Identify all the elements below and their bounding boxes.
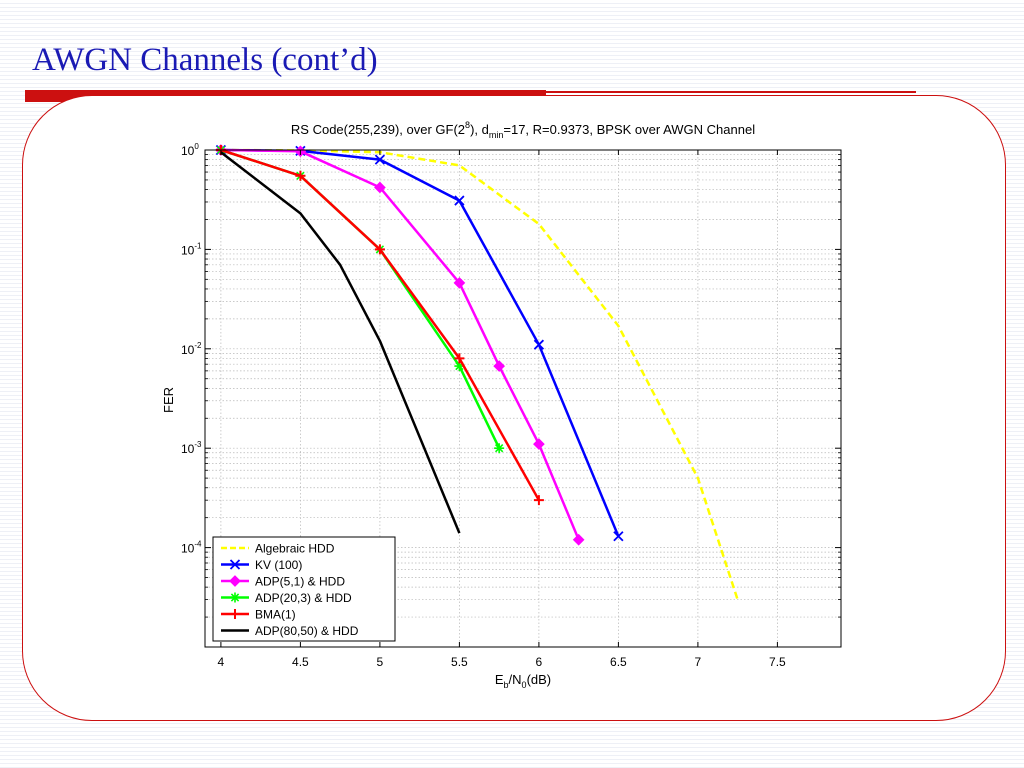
x-tick-label: 6.5: [610, 655, 627, 669]
data-point: [454, 361, 465, 372]
x-tick-label: 4.5: [292, 655, 309, 669]
slide-title: AWGN Channels (cont’d): [32, 42, 378, 78]
legend-entry: KV (100): [221, 558, 302, 572]
x-ticks: 4 4.5 5 5.5 6 6.5 7 7.5: [218, 150, 786, 669]
legend-label: Algebraic HDD: [255, 542, 335, 556]
y-tick-label: 10-1: [181, 241, 202, 257]
data-point: [533, 495, 544, 506]
legend-entry: ADP(5,1) & HDD: [221, 575, 345, 589]
legend-label: ADP(5,1) & HDD: [255, 575, 345, 589]
title-part-mid: ), d: [470, 122, 489, 137]
legend: Algebraic HDD KV (100) ADP(5,1) & HDD ADP(2…: [212, 536, 396, 642]
data-point: [374, 244, 385, 255]
legend-box: [212, 536, 396, 642]
grid: [205, 150, 841, 648]
legend-entry: ADP(80,50) & HDD: [221, 624, 359, 638]
data-point: [533, 339, 545, 350]
legend-label: BMA(1): [255, 608, 296, 622]
series-6: [220, 151, 461, 534]
title-part-sup: 8: [465, 120, 470, 130]
chart-title: RS Code(255,239), over GF(28), dmin=17, …: [291, 120, 755, 140]
legend-entry: ADP(20,3) & HDD: [221, 591, 352, 605]
legend-entry: BMA(1): [221, 608, 296, 622]
data-point: [454, 353, 465, 364]
data-point: [295, 170, 306, 181]
x-tick-label: 5.5: [451, 655, 468, 669]
data-point: [572, 533, 585, 546]
x-tick-label: 4: [218, 655, 225, 669]
series-line: [220, 148, 739, 600]
data-point: [494, 443, 505, 454]
data-point: [453, 277, 466, 289]
x-tick-label: 7.5: [769, 655, 786, 669]
y-tick-label: 100: [181, 142, 199, 158]
legend-label: ADP(80,50) & HDD: [255, 624, 359, 638]
legend-entry: Algebraic HDD: [221, 542, 335, 556]
legend-marker: [229, 559, 241, 570]
x-tick-label: 5: [377, 655, 384, 669]
data-point: [454, 195, 465, 206]
y-tick-label: 10-4: [181, 540, 202, 556]
x-tick-label: 7: [695, 655, 702, 669]
x-axis-label: Eb/N0(dB): [495, 672, 551, 690]
y-tick-label: 10-2: [181, 341, 202, 357]
series-line: [220, 151, 461, 534]
title-part-post: =17, R=0.9373, BPSK over AWGN Channel: [503, 122, 755, 137]
legend-marker: [230, 609, 240, 619]
legend-label: ADP(20,3) & HDD: [255, 591, 352, 605]
title-part-sub: min: [489, 130, 504, 140]
legend-label: KV (100): [255, 558, 302, 572]
legend-marker: [230, 592, 240, 603]
legend-marker: [229, 575, 241, 587]
data-point: [613, 531, 624, 542]
x-tick-label: 6: [536, 655, 543, 669]
title-underline-thin: [546, 91, 916, 93]
series-1: [220, 148, 739, 600]
y-ticks: 100 10-1 10-2 10-3 10-4: [181, 142, 841, 618]
y-axis-label: FER: [161, 387, 176, 413]
data-point: [533, 438, 545, 450]
plot-border: [204, 149, 842, 648]
data-point: [374, 154, 386, 165]
data-point: [374, 181, 386, 194]
data-point: [493, 360, 505, 372]
y-tick-label: 10-3: [181, 440, 202, 456]
title-part-pre: RS Code(255,239), over GF(2: [291, 122, 465, 137]
